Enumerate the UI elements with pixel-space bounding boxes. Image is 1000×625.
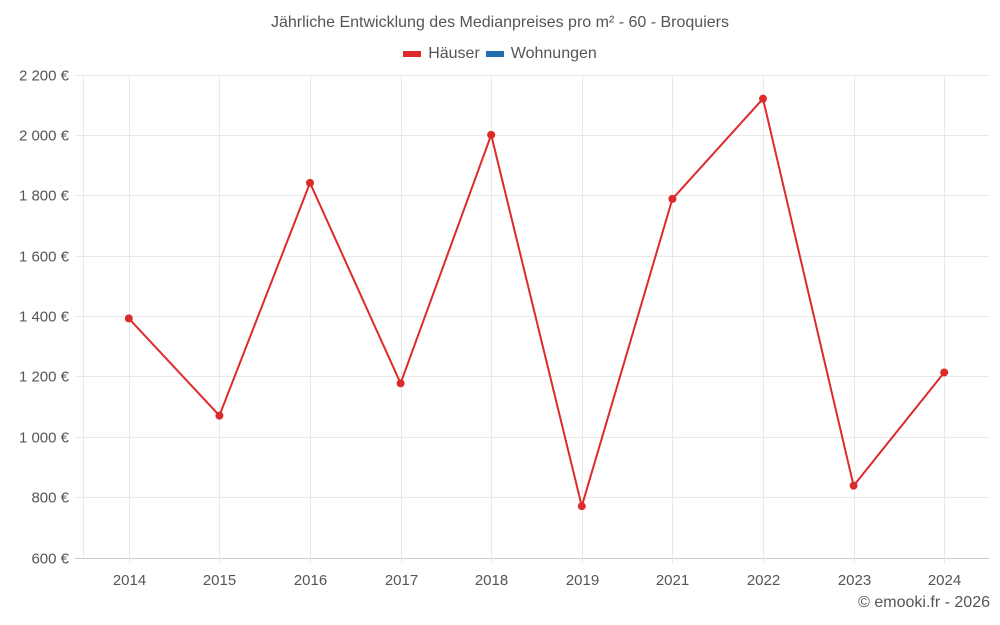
data-point[interactable] — [215, 411, 224, 420]
data-point[interactable] — [577, 502, 586, 511]
x-tick-label: 2024 — [928, 572, 961, 589]
x-tick-label: 2014 — [113, 572, 146, 589]
data-point[interactable] — [668, 194, 677, 203]
x-tick-label: 2017 — [385, 572, 418, 589]
x-tick-label: 2022 — [747, 572, 780, 589]
houses-swatch-icon — [403, 51, 422, 57]
data-point[interactable] — [396, 379, 405, 388]
data-point[interactable] — [124, 314, 133, 323]
x-tick-label: 2018 — [475, 572, 508, 589]
y-tick-label: 1 000 € — [19, 430, 70, 447]
legend-label-apartments: Wohnungen — [510, 45, 597, 62]
legend-label-houses: Häuser — [428, 45, 480, 62]
legend: Häuser Wohnungen — [0, 45, 1000, 63]
x-tick-label: 2016 — [294, 572, 327, 589]
y-tick-label: 800 € — [31, 490, 69, 507]
credit: © emooki.fr - 2026 — [858, 594, 990, 611]
legend-item-houses[interactable]: Häuser — [403, 45, 480, 63]
chart-title: Jährliche Entwicklung des Medianpreises … — [271, 14, 729, 31]
legend-item-apartments[interactable]: Wohnungen — [485, 45, 597, 63]
data-point[interactable] — [306, 178, 314, 187]
x-tick-label: 2019 — [566, 572, 599, 589]
y-tick-label: 1 600 € — [19, 249, 70, 266]
x-tick-label: 2015 — [203, 572, 236, 589]
series-line — [128, 97, 945, 508]
x-tick-label: 2023 — [838, 572, 871, 589]
y-tick-label: 1 800 € — [19, 188, 70, 205]
y-tick-label: 1 200 € — [19, 369, 70, 386]
y-tick-label: 600 € — [31, 551, 69, 568]
y-tick-label: 2 200 € — [19, 68, 70, 85]
data-point[interactable] — [940, 368, 949, 377]
data-point[interactable] — [487, 130, 496, 139]
x-tick-label: 2021 — [656, 572, 689, 589]
apartments-swatch-icon — [485, 51, 504, 57]
y-tick-label: 2 000 € — [19, 128, 70, 145]
y-tick-label: 1 400 € — [19, 309, 70, 326]
data-point[interactable] — [849, 481, 858, 490]
data-point[interactable] — [759, 94, 767, 103]
